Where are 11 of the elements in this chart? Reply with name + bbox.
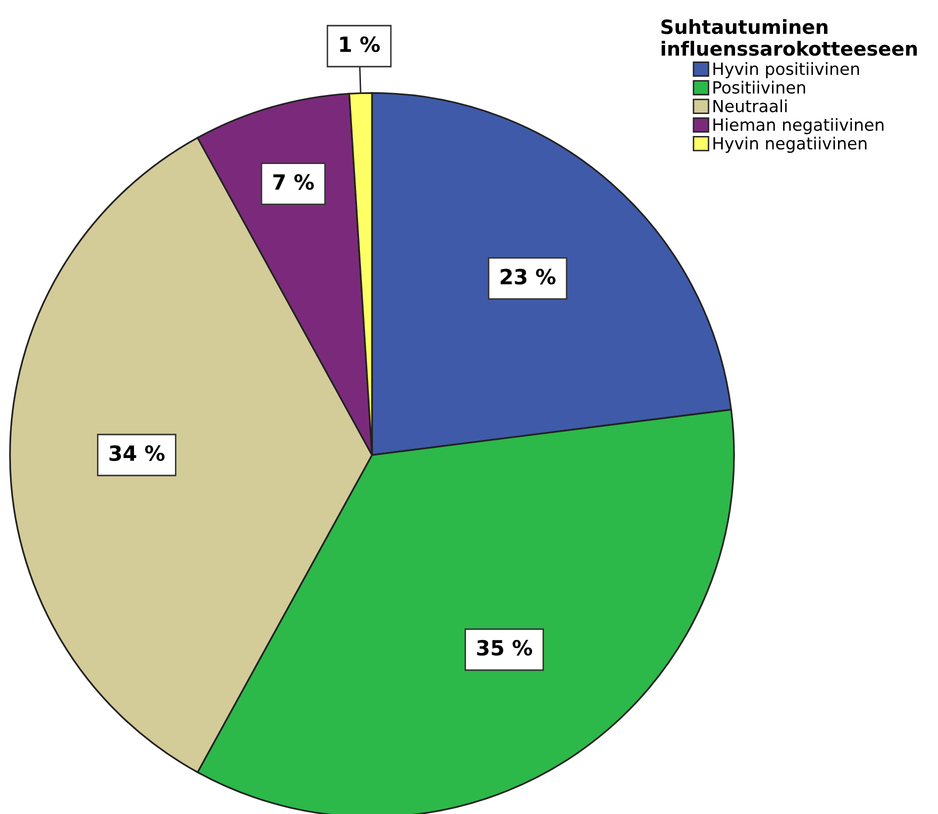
data-label: 7 % [273, 174, 314, 190]
data-label: 23 % [500, 268, 556, 285]
legend-label: Hieman negatiivinen [713, 118, 884, 134]
legend-label: Neutraali [713, 99, 787, 112]
legend-label: Hyvin negatiivinen [713, 136, 866, 153]
data-label: 1 % [340, 36, 380, 52]
legend-label: Hyvin positiivinen [713, 62, 859, 78]
legend-label: Positiivinen [713, 80, 806, 94]
data-label: 34 % [110, 445, 165, 462]
legend-title: Suhtautuminen influenssarokotteeseen [661, 19, 917, 56]
data-label: 35 % [477, 640, 532, 656]
